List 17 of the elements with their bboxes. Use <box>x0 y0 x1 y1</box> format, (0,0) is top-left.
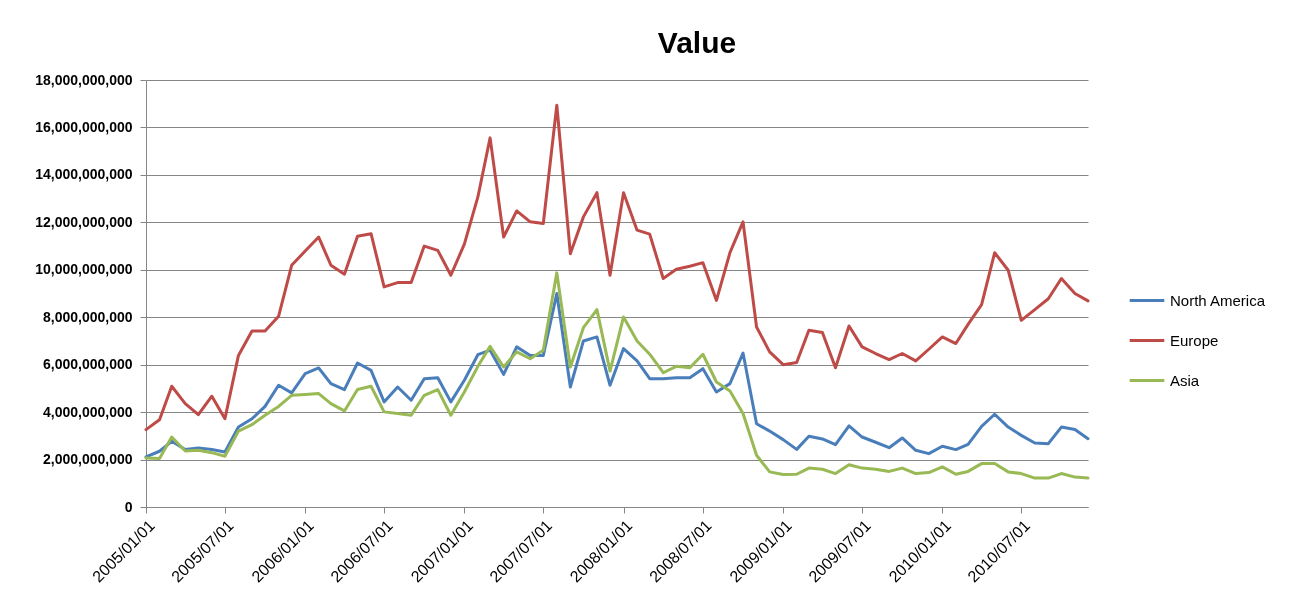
y-tick-label: 10,000,000,000 <box>35 261 133 278</box>
y-tick-label: 2,000,000,000 <box>42 451 133 468</box>
line-series <box>144 103 1090 432</box>
y-tick-label: 16,000,000,000 <box>35 118 133 135</box>
legend-label: Europe <box>1170 331 1219 349</box>
y-tick-label: 8,000,000,000 <box>42 308 133 325</box>
line-series <box>144 271 1090 480</box>
y-tick-label: 6,000,000,000 <box>42 356 133 373</box>
legend-label: Asia <box>1170 371 1200 389</box>
y-tick-label: 18,000,000,000 <box>35 71 133 88</box>
y-tick-label: 0 <box>124 498 133 515</box>
y-tick-label: 12,000,000,000 <box>35 213 133 230</box>
y-tick-label: 14,000,000,000 <box>35 166 133 183</box>
legend-label: North America <box>1170 291 1266 309</box>
chart-title: Value <box>657 26 737 59</box>
line-series <box>144 292 1090 459</box>
y-tick-label: 4,000,000,000 <box>42 403 133 420</box>
